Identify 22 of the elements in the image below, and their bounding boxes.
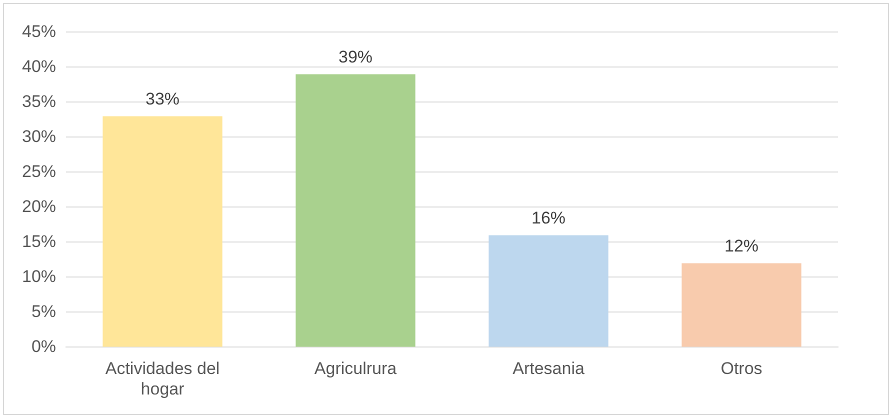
bar bbox=[488, 235, 608, 347]
x-tick-label: Otros bbox=[720, 359, 762, 378]
data-label: 12% bbox=[724, 236, 759, 256]
x-tick-label: Artesania bbox=[512, 359, 585, 378]
data-label: 16% bbox=[531, 208, 566, 228]
bar bbox=[102, 116, 222, 347]
y-tick-label: 10% bbox=[22, 266, 56, 286]
y-tick-label: 20% bbox=[22, 196, 56, 216]
bar bbox=[296, 74, 416, 347]
x-tick-label: Agriculrura bbox=[314, 359, 398, 378]
y-tick-label: 30% bbox=[22, 126, 56, 146]
y-tick-label: 40% bbox=[22, 56, 56, 76]
y-tick-label: 45% bbox=[22, 22, 56, 41]
y-tick-label: 5% bbox=[31, 302, 56, 321]
data-label: 39% bbox=[338, 47, 373, 66]
bar bbox=[682, 263, 802, 347]
data-label: 33% bbox=[146, 89, 180, 108]
y-tick-label: 35% bbox=[22, 92, 56, 111]
x-tick-label: Actividades del hogar bbox=[105, 359, 220, 398]
y-tick-label: 15% bbox=[22, 232, 56, 251]
y-tick-label: 0% bbox=[31, 336, 56, 356]
y-tick-label: 25% bbox=[22, 162, 56, 181]
